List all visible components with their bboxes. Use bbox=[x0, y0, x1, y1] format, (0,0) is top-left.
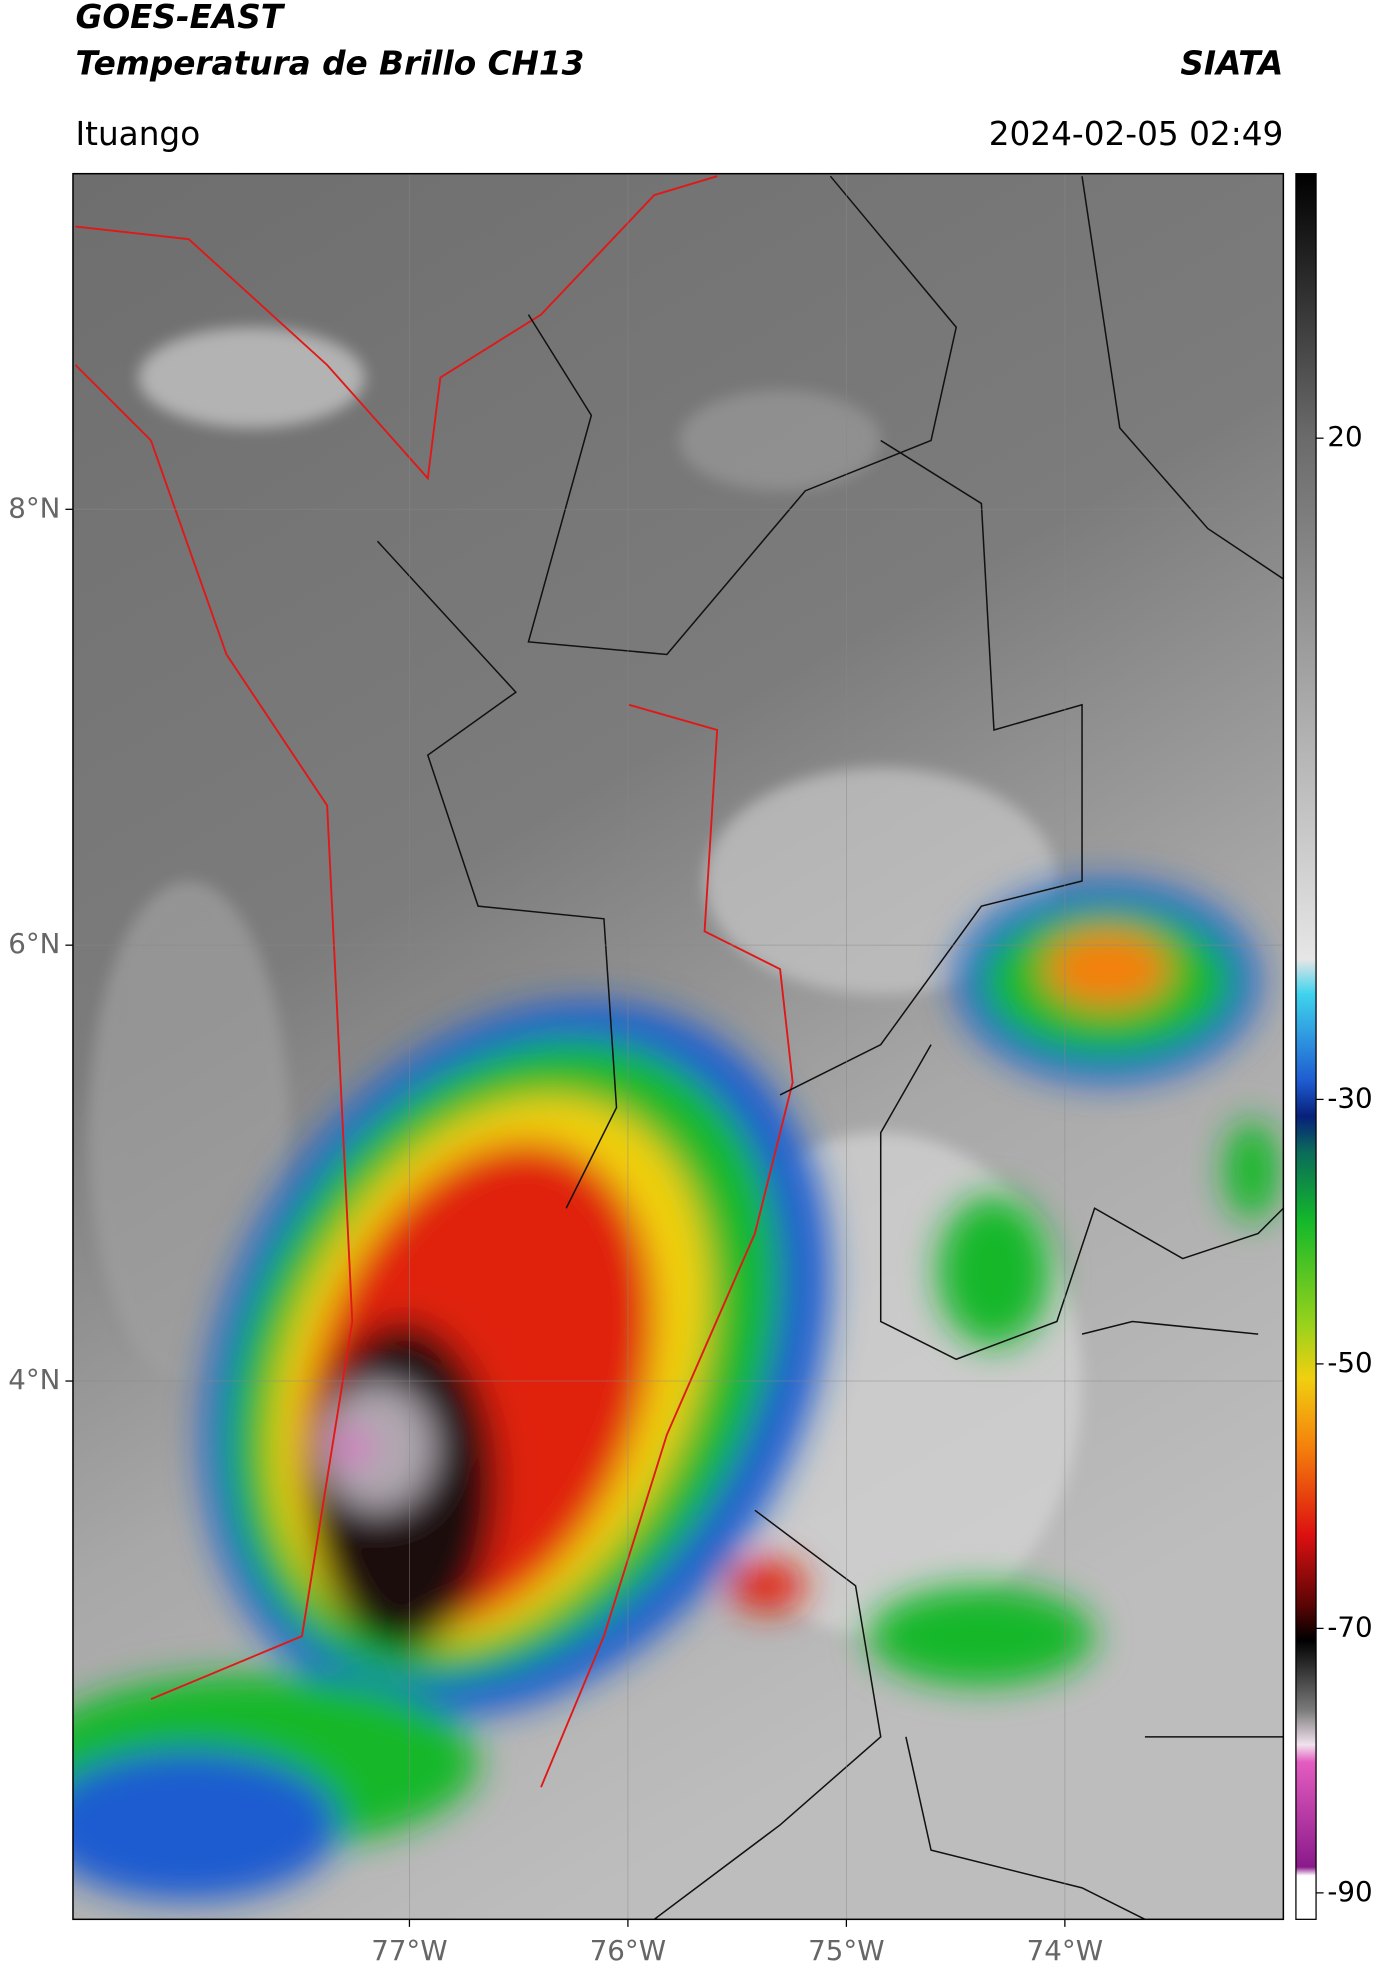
title: GOES-EAST bbox=[75, 0, 285, 36]
colorbar bbox=[1295, 173, 1317, 1920]
x-tick-label: 74°W bbox=[1027, 1934, 1103, 1967]
colorbar-tick-label: -50 bbox=[1327, 1346, 1372, 1379]
y-tick-label: 4°N bbox=[8, 1363, 60, 1396]
colorbar-tick-label: -30 bbox=[1327, 1081, 1372, 1114]
region: Ituango bbox=[75, 115, 200, 153]
colorbar-tick-label: -90 bbox=[1327, 1875, 1372, 1908]
source: SIATA bbox=[1180, 44, 1283, 82]
satellite-image bbox=[72, 173, 1284, 1920]
datetime: 2024-02-05 02:49 bbox=[989, 115, 1284, 153]
colorbar-tick-label: -70 bbox=[1327, 1610, 1372, 1643]
y-tick-label: 6°N bbox=[8, 927, 60, 960]
map-frame bbox=[72, 172, 1285, 1921]
y-tick-label: 8°N bbox=[8, 491, 60, 524]
x-tick-label: 75°W bbox=[808, 1934, 884, 1967]
x-tick-label: 76°W bbox=[590, 1934, 666, 1967]
x-tick-label: 77°W bbox=[371, 1934, 447, 1967]
colorbar-tick-label: 20 bbox=[1327, 420, 1362, 453]
product: Temperatura de Brillo CH13 bbox=[75, 44, 584, 82]
